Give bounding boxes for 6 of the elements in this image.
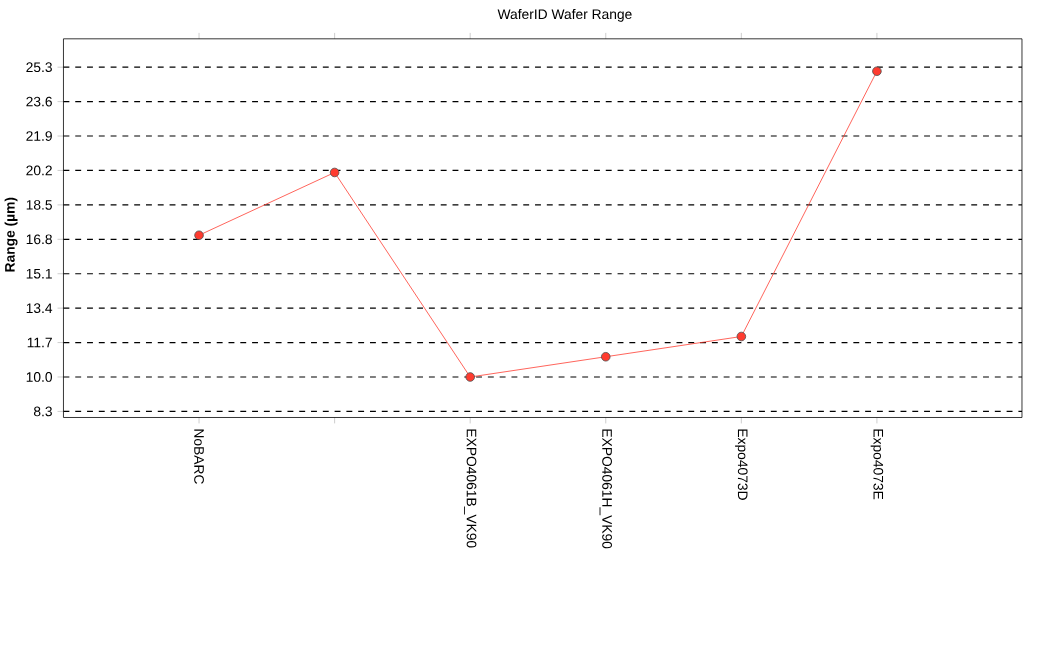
point xyxy=(601,351,611,362)
point xyxy=(872,66,882,76)
point xyxy=(329,167,340,177)
point xyxy=(736,331,747,341)
point xyxy=(194,230,204,240)
point xyxy=(465,371,475,382)
